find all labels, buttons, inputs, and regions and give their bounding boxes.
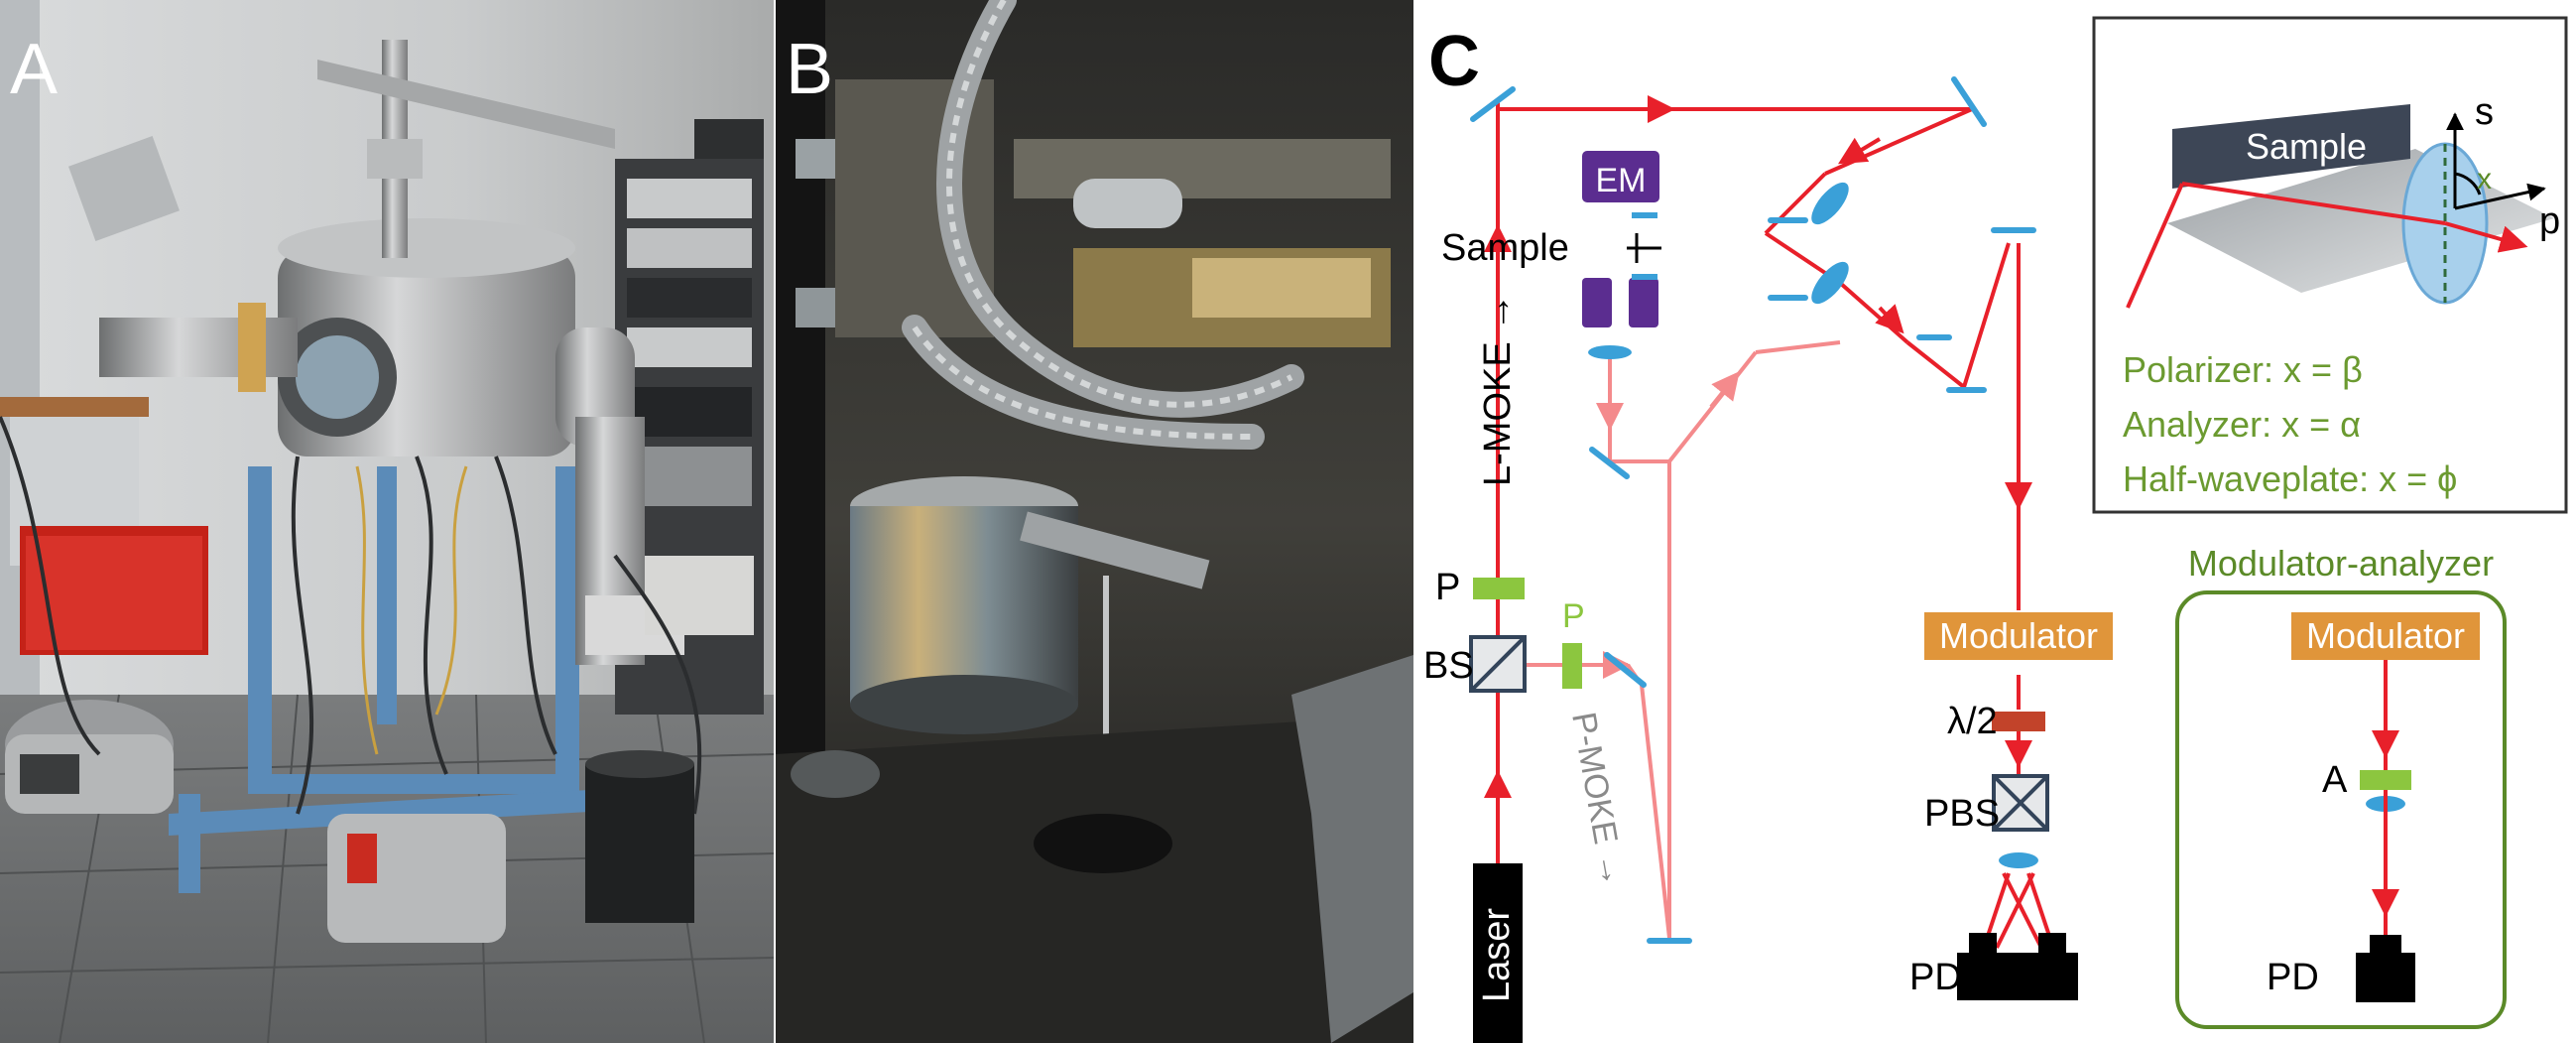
modulator-2 bbox=[2291, 612, 2480, 660]
analyzer bbox=[2360, 770, 2411, 790]
analyzer-label: A bbox=[2322, 759, 2348, 801]
lenses bbox=[1588, 182, 2405, 868]
photo-panel-a bbox=[0, 0, 774, 1043]
laser: Laser bbox=[1473, 863, 1523, 1043]
modulator-2-label: Modulator bbox=[2306, 615, 2465, 656]
mirror-p1 bbox=[1589, 447, 1630, 479]
photodiode-2 bbox=[2356, 935, 2415, 1002]
pd-label: PD bbox=[1909, 957, 1962, 998]
polarizer-2-label: P bbox=[1562, 597, 1585, 635]
polarizer-1 bbox=[1473, 578, 1525, 599]
bs-label: BS bbox=[1423, 645, 1474, 687]
mirror-1 bbox=[1470, 86, 1516, 122]
p-moke-arrows bbox=[1596, 371, 1740, 679]
modulator-analyzer-box bbox=[2175, 590, 2507, 1029]
panel-label-b: B bbox=[786, 30, 834, 109]
polarizer-1-label: P bbox=[1435, 567, 1460, 608]
em-label: EM bbox=[1596, 162, 1647, 199]
modulator-label: Modulator bbox=[1939, 615, 2098, 656]
mirror-p2 bbox=[1604, 652, 1647, 688]
pbs-label: PBS bbox=[1924, 793, 2000, 835]
photo-panel-b bbox=[776, 0, 1413, 1043]
vacuum-system-photo bbox=[0, 0, 774, 1043]
p-moke-label: P-MOKE → bbox=[1564, 710, 1632, 889]
analyzer-equation: Analyzer: x = α bbox=[2123, 404, 2361, 445]
halfwave-equation: Half-waveplate: x = ϕ bbox=[2123, 458, 2457, 499]
angle-label: x bbox=[2477, 163, 2492, 196]
half-waveplate bbox=[1992, 712, 2045, 731]
photodiodes bbox=[1957, 933, 2078, 1000]
sample-label: Sample bbox=[1441, 227, 1569, 269]
polarization-axes bbox=[2446, 112, 2546, 210]
p-axis-label: p bbox=[2539, 200, 2560, 242]
pd-2-label: PD bbox=[2267, 957, 2319, 998]
modulator: Modulator bbox=[1924, 612, 2113, 660]
polarizer-equation: Polarizer: x = β bbox=[2123, 349, 2363, 390]
optical-schematic: EM Sample Laser L-MOKE → P P BS P-MOKE →… bbox=[1423, 16, 2568, 1043]
inset-beam bbox=[2126, 182, 2528, 309]
l-moke-label: L-MOKE → bbox=[1477, 294, 1519, 486]
panel-label-c: C bbox=[1428, 22, 1480, 101]
polarizer-2 bbox=[1562, 643, 1582, 689]
beam-arrows bbox=[1484, 95, 2032, 824]
inset-sample-label: Sample bbox=[2246, 126, 2367, 167]
s-axis-label: s bbox=[2475, 91, 2494, 133]
beamsplitter bbox=[1469, 635, 1527, 693]
laser-label: Laser bbox=[1476, 908, 1518, 1002]
mirrors bbox=[1470, 76, 2036, 944]
optical-setup-diagram: EM Sample Laser L-MOKE → P P BS P-MOKE →… bbox=[1413, 0, 2576, 1043]
mirror-2 bbox=[1951, 76, 1987, 127]
panel-label-a: A bbox=[10, 30, 59, 109]
chamber-interior-photo bbox=[776, 0, 1413, 1043]
electromagnet: EM bbox=[1582, 151, 1661, 327]
polarizing-beamsplitter bbox=[1992, 774, 2049, 832]
half-waveplate-label: λ/2 bbox=[1947, 701, 1998, 742]
modulator-analyzer-title: Modulator-analyzer bbox=[2188, 543, 2494, 584]
p-moke-beam bbox=[1508, 340, 1841, 939]
inset-sample bbox=[2172, 104, 2410, 189]
